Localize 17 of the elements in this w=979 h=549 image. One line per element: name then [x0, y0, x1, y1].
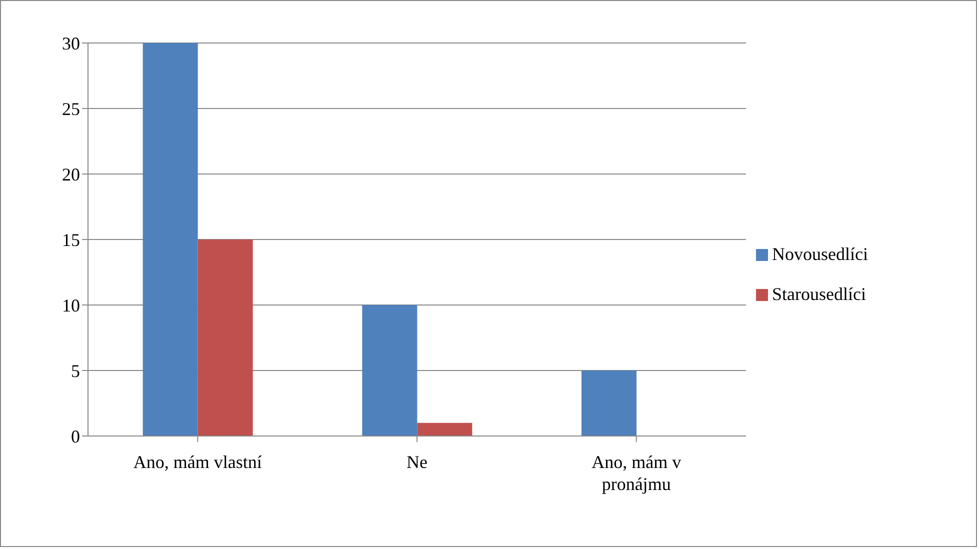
x-tick-label: Ne	[406, 452, 428, 472]
y-tick-label: 10	[62, 295, 80, 316]
y-tick-label: 20	[62, 164, 80, 184]
y-tick-label: 15	[62, 230, 80, 250]
bar	[142, 43, 198, 436]
y-tick-label: 0	[71, 426, 80, 446]
bar	[582, 370, 636, 436]
legend-label: Novousedlíci	[772, 244, 868, 264]
legend-label: Starousedlíci	[772, 284, 866, 304]
bar	[198, 240, 253, 436]
x-tick-label: Ano, mám vlastní	[133, 452, 262, 472]
x-tick-label: Ano, mám v pronájmu	[592, 452, 682, 494]
bar	[362, 305, 418, 436]
y-tick-label: 5	[71, 360, 80, 381]
y-tick-label: 30	[62, 33, 80, 54]
bar	[417, 422, 472, 436]
y-tick-label: 25	[62, 98, 80, 119]
